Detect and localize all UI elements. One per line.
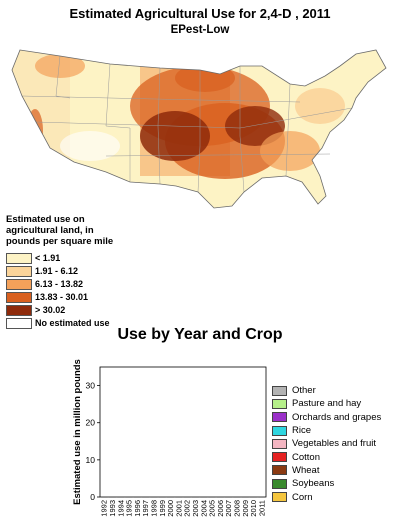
x-tick-label: 2001 [174, 500, 183, 517]
legend-item: Pasture and hay [272, 397, 381, 410]
legend-swatch [272, 385, 287, 396]
map-legend-label: 1.91 - 6.12 [35, 266, 79, 276]
map-legend: Estimated use on agricultural land, in p… [6, 214, 146, 329]
map-legend-label: 13.83 - 30.01 [35, 292, 89, 302]
map-legend-item: 13.83 - 30.01 [6, 291, 146, 303]
x-tick-label: 1995 [125, 500, 134, 517]
x-tick-label: 2011 [257, 500, 266, 516]
y-tick-label: 10 [86, 455, 96, 465]
legend-label: Wheat [292, 464, 320, 476]
map-legend-item: 6.13 - 13.82 [6, 278, 146, 290]
map-legend-swatch [6, 317, 32, 329]
x-tick-label: 2009 [241, 500, 250, 517]
map-area [60, 131, 120, 161]
x-tick-label: 2002 [183, 500, 192, 517]
legend-swatch [272, 425, 287, 436]
legend-swatch [272, 478, 287, 489]
chart-legend: Other Pasture and hay Orchards and grapes R… [272, 384, 381, 504]
map-legend-swatch [6, 265, 32, 277]
legend-label: Other [292, 385, 316, 397]
map-legend-swatch [6, 278, 32, 290]
map-legend-swatch [6, 252, 32, 264]
map-area [295, 88, 345, 124]
legend-item: Rice [272, 424, 381, 437]
legend-item: Corn [272, 490, 381, 503]
x-tick-label: 1992 [100, 500, 109, 517]
x-tick-label: 2003 [191, 500, 200, 517]
page-subtitle: EPest-Low [170, 24, 230, 36]
map-legend-item: 1.91 - 6.12 [6, 265, 146, 277]
x-tick-label: 2008 [232, 500, 241, 517]
legend-swatch [272, 452, 287, 463]
map-legend-item: > 30.02 [6, 304, 146, 316]
map-legend-title-line: agricultural land, in [6, 225, 94, 236]
legend-swatch [272, 465, 287, 476]
legend-swatch [272, 492, 287, 503]
x-tick-label: 1997 [141, 500, 150, 517]
plot-area [99, 366, 267, 498]
map-area [35, 54, 85, 78]
legend-item: Vegetables and fruit [272, 437, 381, 450]
legend-label: Rice [292, 425, 312, 437]
map-legend-swatch [6, 291, 32, 303]
x-tick-label: 1996 [133, 500, 142, 517]
legend-swatch [272, 412, 287, 423]
map-legend-label: 6.13 - 13.82 [35, 279, 84, 289]
legend-item: Soybeans [272, 477, 381, 490]
map-legend-item: No estimated use [6, 317, 146, 329]
map-legend-item: < 1.91 [6, 252, 146, 264]
map-legend-label: < 1.91 [35, 253, 61, 263]
y-tick-label: 20 [86, 418, 96, 428]
chart-title: Use by Year and Crop [117, 326, 283, 343]
x-tick-label: 2005 [208, 500, 217, 517]
legend-item: Wheat [272, 464, 381, 477]
legend-label: Soybeans [292, 478, 335, 490]
x-tick-label: 2000 [166, 500, 175, 517]
legend-label: Vegetables and fruit [292, 438, 376, 450]
map-legend-label: > 30.02 [35, 305, 66, 315]
x-tick-label: 2007 [224, 500, 233, 517]
legend-label: Pasture and hay [292, 398, 362, 410]
y-tick-label: 30 [86, 381, 96, 391]
x-tick-label: 1994 [116, 500, 125, 517]
legend-item: Other [272, 384, 381, 397]
legend-item: Cotton [272, 450, 381, 463]
y-tick-label: 0 [90, 492, 95, 502]
legend-swatch [272, 438, 287, 449]
map-area [140, 111, 210, 161]
legend-label: Corn [292, 491, 313, 503]
map-legend-swatch [6, 304, 32, 316]
map-area [260, 131, 320, 171]
x-tick-label: 2010 [249, 500, 258, 517]
x-tick-label: 1999 [158, 500, 167, 517]
us-map [11, 49, 387, 209]
page-title: Estimated Agricultural Use for 2,4-D , 2… [69, 6, 331, 21]
x-tick-label: 2006 [216, 500, 225, 517]
x-tick-label: 1993 [108, 500, 117, 517]
legend-label: Orchards and grapes [292, 411, 382, 423]
map-legend-title-line: pounds per square mile [6, 236, 114, 247]
chart-axes: 1992 1993 1994 1995 1996 1997 1998 1999 2000 2001… [72, 359, 267, 517]
map-legend-label: No estimated use [35, 318, 110, 328]
map-legend-title-line: Estimated use on [6, 214, 85, 225]
x-tick-label: 1998 [149, 500, 158, 517]
legend-swatch [272, 398, 287, 409]
us-outline [11, 49, 387, 209]
state-boundaries [21, 55, 353, 193]
y-axis-label: Estimated use in million pounds [72, 359, 83, 505]
legend-label: Cotton [292, 451, 320, 463]
legend-item: Orchards and grapes [272, 411, 381, 424]
x-tick-label: 2004 [199, 500, 208, 517]
